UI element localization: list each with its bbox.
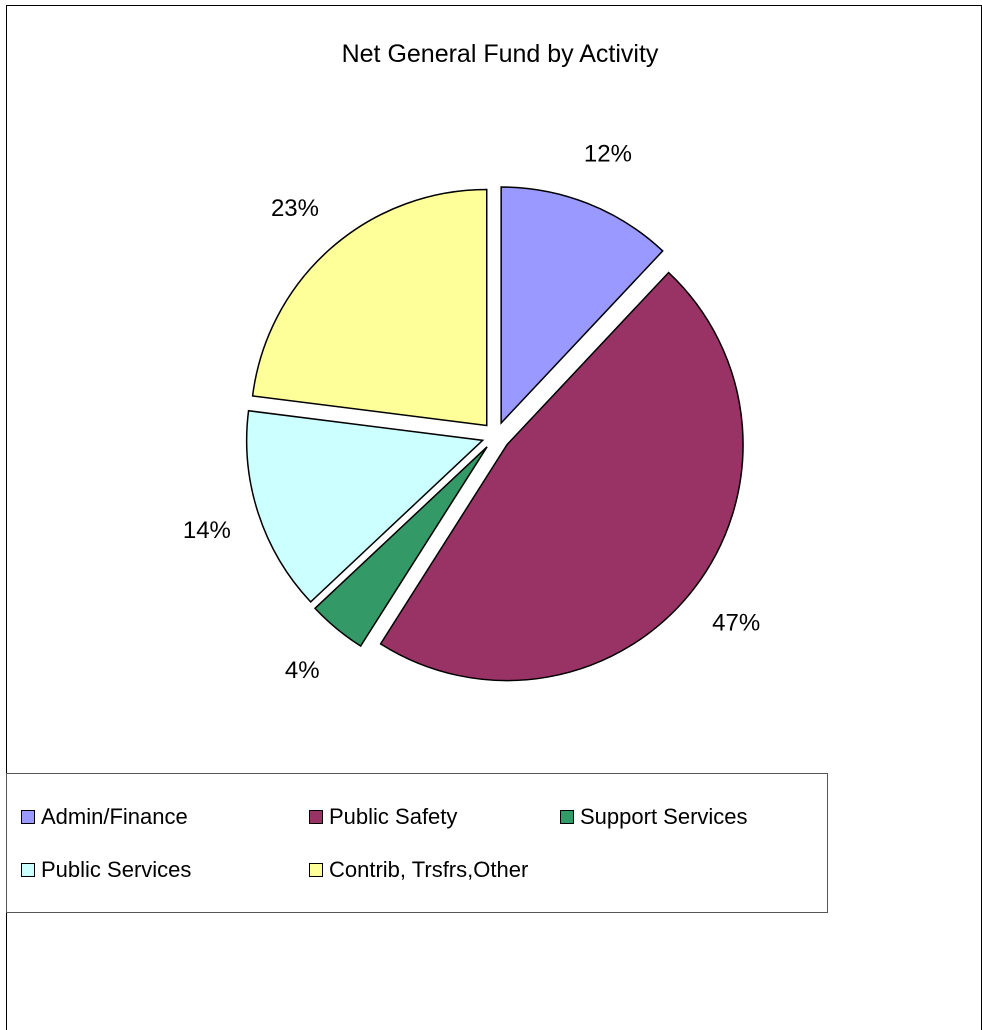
legend-label: Contrib, Trsfrs,Other	[329, 857, 529, 882]
chart-title: Net General Fund by Activity	[342, 40, 659, 68]
data-label-public-safety: 47%	[712, 609, 760, 636]
legend-item-admin-finance: Admin/Finance	[21, 804, 188, 830]
pie-slice-contrib-trsfrs-other	[251, 188, 488, 427]
data-label-contrib-trsfrs-other: 23%	[271, 195, 319, 222]
legend-swatch	[309, 810, 323, 824]
pie-slice-admin-finance	[500, 186, 664, 425]
pie-slice-public-safety	[379, 271, 744, 682]
legend-item-public-safety: Public Safety	[309, 804, 457, 830]
data-label-support-services: 4%	[285, 657, 320, 684]
pie-data-labels: 12% 47% 4% 14% 23%	[183, 140, 760, 684]
legend-label: Admin/Finance	[41, 804, 188, 829]
legend-item-support-services: Support Services	[560, 804, 748, 830]
legend-swatch	[21, 863, 35, 877]
legend-label: Support Services	[580, 804, 748, 829]
legend-item-public-services: Public Services	[21, 857, 191, 883]
pie-slices	[245, 186, 744, 682]
legend-label: Public Services	[41, 857, 192, 882]
legend: Admin/Finance Public Safety Support Servic…	[6, 773, 828, 913]
data-label-public-services: 14%	[183, 517, 231, 544]
legend-swatch	[560, 810, 574, 824]
legend-item-contrib-trsfrs-other: Contrib, Trsfrs,Other	[309, 857, 528, 883]
pie-slice-public-services	[245, 409, 485, 603]
legend-swatch	[21, 810, 35, 824]
legend-label: Public Safety	[329, 804, 458, 829]
data-label-admin-finance: 12%	[584, 140, 632, 167]
pie-slice-support-services	[313, 446, 488, 648]
legend-swatch	[309, 863, 323, 877]
